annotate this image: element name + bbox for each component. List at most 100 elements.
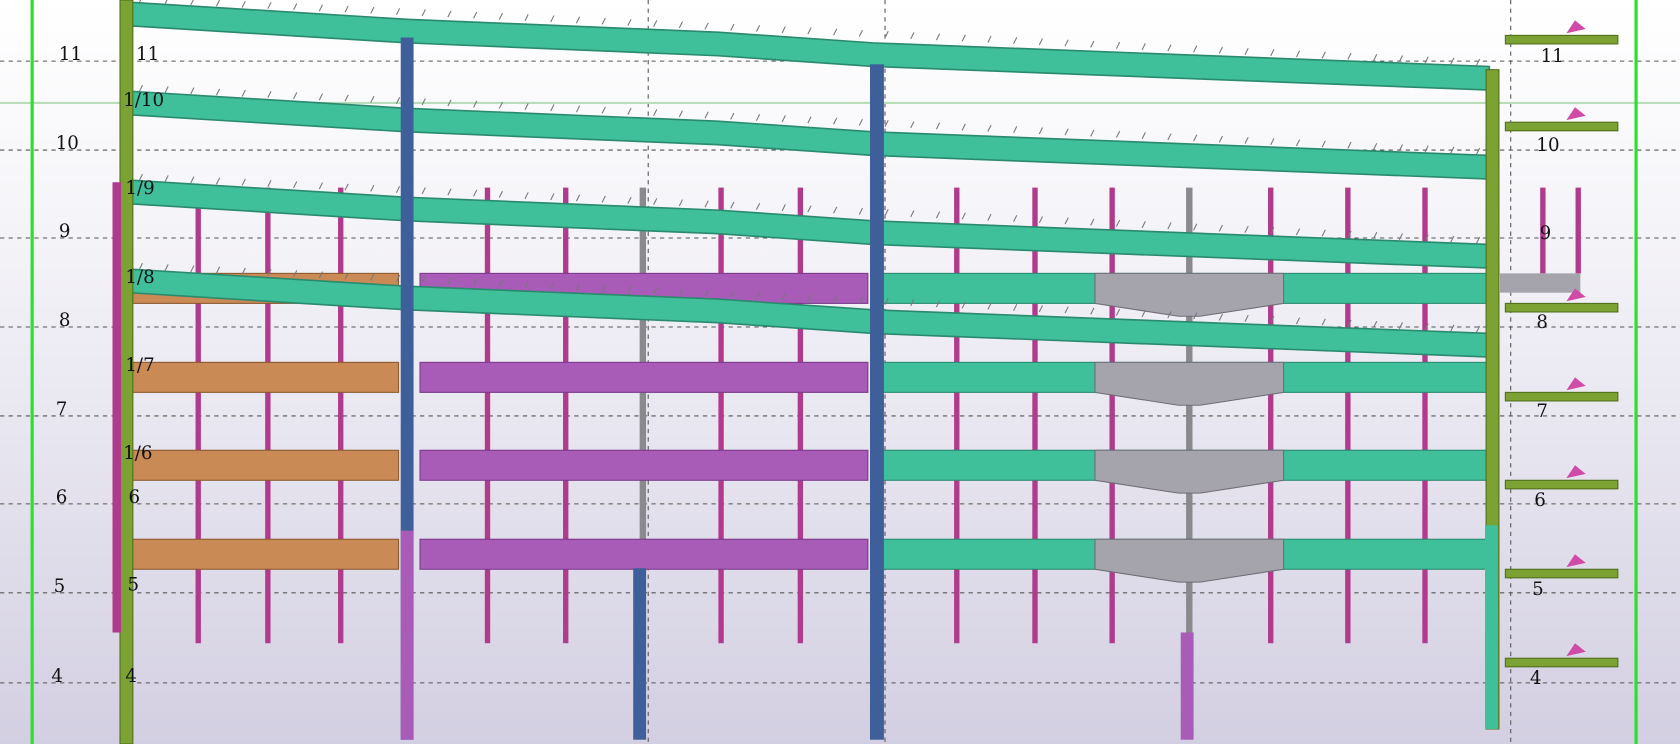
grid-label: 5	[1532, 579, 1544, 600]
stud	[1373, 320, 1378, 328]
stud	[524, 14, 529, 22]
stud	[653, 109, 658, 117]
stud	[421, 9, 426, 17]
stud	[164, 0, 168, 5]
marker	[1566, 288, 1586, 302]
stud	[1193, 45, 1198, 53]
stud	[678, 110, 683, 118]
stud	[1270, 49, 1275, 57]
stud	[601, 17, 606, 25]
hanger	[195, 187, 201, 644]
stud	[267, 2, 272, 9]
stud	[858, 296, 863, 304]
column	[1485, 525, 1498, 729]
stud	[807, 205, 812, 213]
stud	[884, 209, 889, 216]
stud	[1424, 323, 1429, 331]
hanger	[1268, 187, 1274, 644]
stud	[704, 289, 709, 297]
stud	[1218, 135, 1223, 143]
stud	[1321, 318, 1326, 326]
stud	[1090, 307, 1095, 315]
hanger	[1540, 187, 1546, 274]
hanger	[797, 187, 804, 644]
stud	[961, 34, 966, 42]
column	[870, 64, 884, 740]
cantilever	[1504, 568, 1619, 579]
stud	[164, 264, 169, 272]
stud	[704, 111, 709, 119]
stud	[1321, 229, 1326, 237]
stud	[1090, 40, 1095, 48]
marker	[1566, 554, 1586, 568]
stud	[935, 122, 941, 130]
stud	[370, 273, 375, 281]
stud	[1218, 313, 1223, 321]
cantilever	[1504, 479, 1619, 490]
stud	[884, 31, 889, 38]
stud	[1295, 228, 1301, 236]
stud	[1038, 216, 1043, 224]
stud	[1347, 141, 1352, 149]
stud	[1038, 38, 1043, 46]
stud	[1115, 41, 1121, 49]
stud	[395, 97, 401, 104]
stud	[1038, 127, 1043, 135]
stud	[473, 189, 478, 197]
stud	[1141, 132, 1146, 140]
stud	[1013, 304, 1018, 311]
hanger	[1186, 187, 1193, 644]
grid-label: 6	[1534, 490, 1546, 511]
stud	[1450, 57, 1455, 65]
stud	[421, 187, 426, 195]
stud	[344, 272, 349, 280]
column	[400, 530, 414, 740]
stud	[575, 194, 581, 202]
stud	[678, 21, 683, 29]
marker	[1566, 107, 1586, 121]
stud	[447, 10, 452, 18]
stud	[293, 3, 298, 11]
stud	[1090, 218, 1095, 226]
stud	[138, 262, 143, 270]
stud	[473, 100, 478, 108]
stud	[755, 24, 761, 32]
column	[112, 182, 122, 633]
stud	[1115, 130, 1121, 138]
stud	[1038, 305, 1043, 313]
stud	[935, 33, 941, 41]
stud	[1270, 227, 1275, 235]
stud	[1244, 136, 1249, 144]
stud	[550, 193, 555, 201]
stud	[344, 183, 349, 191]
stud	[370, 95, 375, 103]
stud	[1321, 51, 1326, 59]
hanger	[1575, 187, 1581, 274]
stud	[267, 179, 272, 187]
stud	[524, 192, 529, 199]
stud	[190, 265, 195, 273]
stud	[1218, 46, 1223, 54]
grid-label: 8	[59, 310, 71, 331]
stud	[498, 279, 503, 287]
cantilever	[1504, 657, 1619, 668]
stud	[910, 299, 915, 307]
stud	[1115, 308, 1121, 316]
stud	[910, 210, 915, 218]
grid-label: 6	[56, 487, 68, 508]
stud	[627, 18, 632, 26]
stud	[987, 124, 992, 132]
stud	[190, 87, 195, 95]
stud	[781, 204, 786, 212]
stud	[1373, 54, 1378, 61]
stud	[730, 112, 735, 120]
stud	[164, 175, 169, 183]
stud	[781, 293, 786, 301]
stud	[395, 186, 401, 193]
stud	[138, 0, 142, 3]
stud	[318, 4, 323, 12]
stud	[1064, 217, 1069, 225]
stud	[987, 213, 992, 221]
grid-label: 1/10	[123, 90, 164, 111]
stud	[935, 211, 941, 219]
